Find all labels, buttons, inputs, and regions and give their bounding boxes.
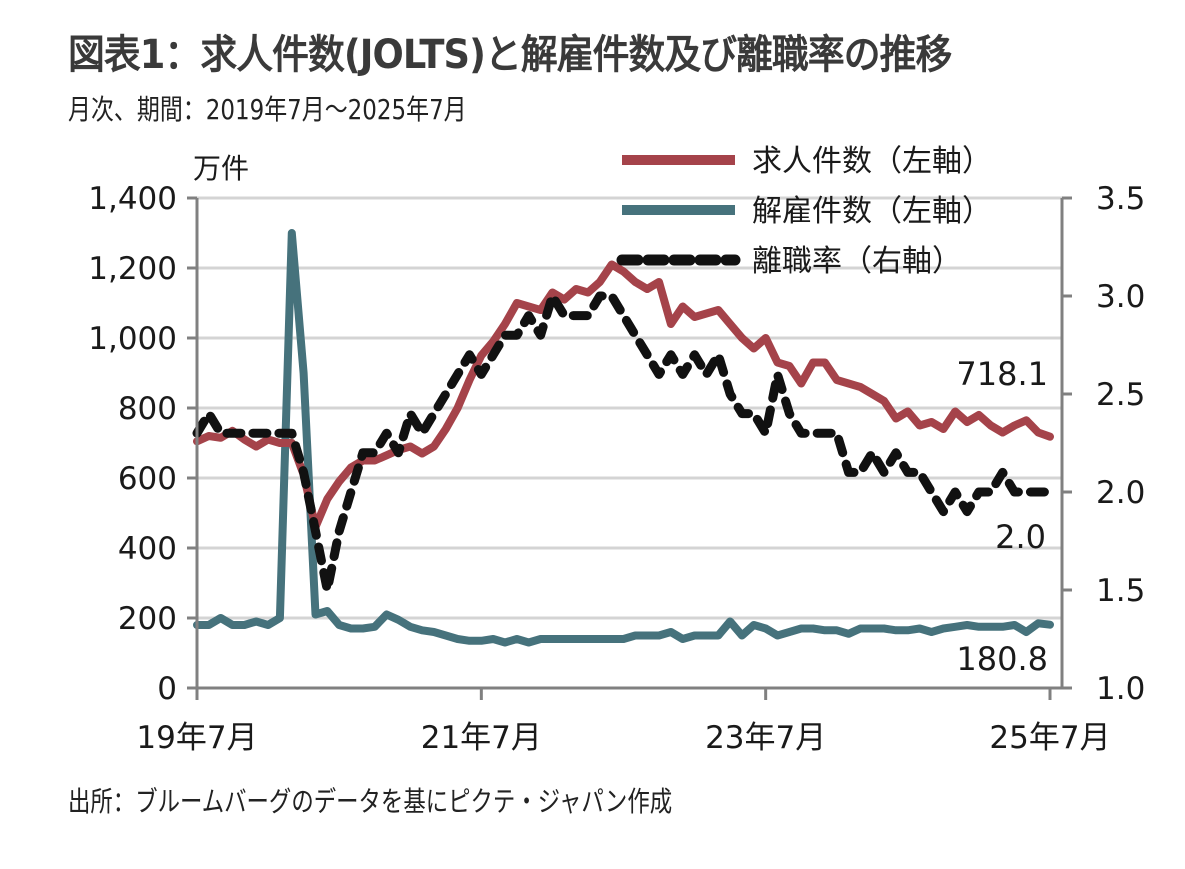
x-tick-label: 23年7月	[705, 720, 826, 756]
right-tick-label: 1.5	[1096, 573, 1145, 609]
left-tick-label: 600	[118, 461, 177, 497]
source-note: 出所：ブルームバーグのデータを基にピクテ・ジャパン作成	[68, 785, 673, 818]
series-line-0	[193, 260, 1054, 531]
left-tick-label: 0	[157, 671, 177, 707]
series-line-2	[192, 291, 1055, 595]
right-tick-label: 3.0	[1096, 279, 1145, 315]
annotation-label: 718.1	[956, 355, 1048, 393]
right-tick-label: 2.5	[1096, 377, 1145, 413]
series-lines	[192, 229, 1055, 647]
right-tick-label: 1.0	[1096, 671, 1145, 707]
left-tick-label: 400	[118, 531, 177, 567]
annotation-label: 180.8	[956, 640, 1048, 678]
left-axis-ticks: 0 200 400 600 800 1,000 1,200 1,400	[88, 181, 197, 707]
x-tick-label: 25年7月	[989, 720, 1110, 756]
right-axis-ticks: 1.0 1.5 2.0 2.5 3.0 3.5	[1062, 181, 1145, 707]
gridlines	[197, 196, 1062, 620]
left-tick-label: 200	[118, 601, 177, 637]
chart-subtitle: 月次、期間：2019年7月～2025年7月	[68, 93, 467, 126]
left-tick-label: 1,200	[88, 251, 177, 287]
series-line-1	[193, 229, 1054, 647]
left-tick-label: 1,000	[88, 321, 177, 357]
axes	[187, 198, 1072, 698]
right-tick-label: 2.0	[1096, 475, 1145, 511]
legend-label: 離職率（右軸）	[752, 244, 962, 279]
left-tick-label: 800	[118, 391, 177, 427]
x-tick-label: 19年7月	[136, 720, 257, 756]
x-axis-ticks: 19年7月 21年7月 23年7月 25年7月	[136, 688, 1111, 756]
chart-title: 図表1：求人件数(JOLTS)と解雇件数及び離職率の推移	[68, 32, 952, 78]
right-tick-label: 3.5	[1096, 181, 1145, 217]
legend-label: 求人件数（左軸）	[752, 144, 992, 179]
left-tick-label: 1,400	[88, 181, 177, 217]
annotations: 718.1 2.0 180.8	[956, 355, 1048, 678]
legend: 求人件数（左軸） 解雇件数（左軸） 離職率（右軸）	[616, 144, 992, 279]
x-tick-label: 21年7月	[421, 720, 542, 756]
legend-label: 解雇件数（左軸）	[752, 194, 992, 229]
left-axis-unit: 万件	[193, 152, 249, 185]
annotation-label: 2.0	[995, 518, 1046, 556]
